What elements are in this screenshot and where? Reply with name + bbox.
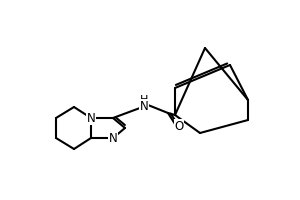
- Text: N: N: [109, 132, 117, 146]
- Text: O: O: [174, 119, 184, 132]
- Text: N: N: [87, 112, 95, 124]
- Text: H: H: [140, 95, 148, 105]
- Text: N: N: [140, 99, 148, 112]
